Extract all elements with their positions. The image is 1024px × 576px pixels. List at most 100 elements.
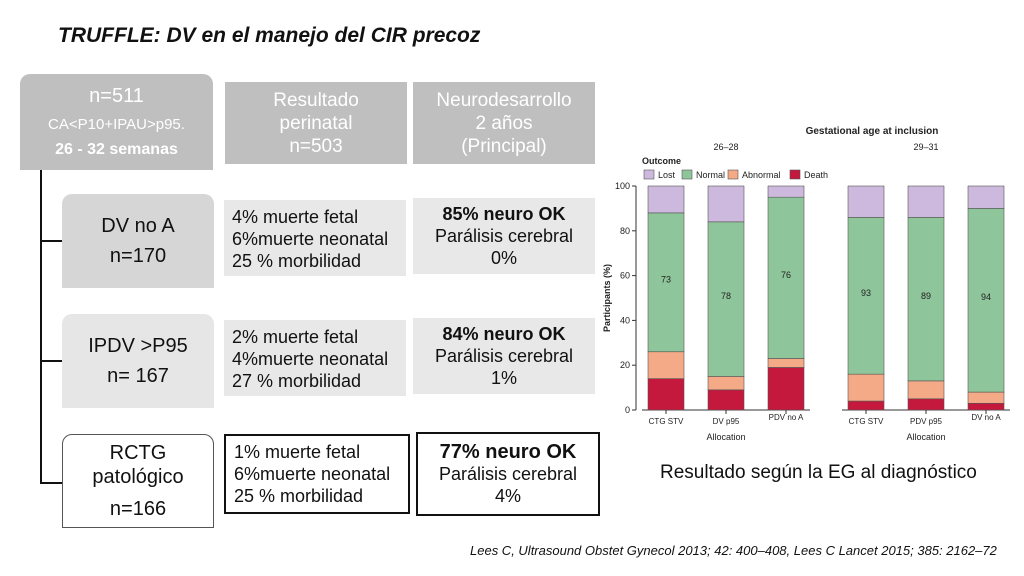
- y-tick-label: 60: [620, 271, 630, 281]
- tree-branch-3: [40, 482, 62, 484]
- y-tick-label: 80: [620, 226, 630, 236]
- header-perinatal-line3: n=503: [289, 135, 343, 157]
- bar-segment-lost: [967, 185, 1005, 209]
- header-perinatal: Resultado perinatal n=503: [225, 82, 407, 164]
- group-n: n=166: [109, 498, 167, 520]
- y-tick-label: 40: [620, 315, 630, 325]
- x-tick-label: DV no A: [971, 413, 1001, 422]
- group-n: n=170: [109, 245, 167, 267]
- header-perinatal-line2: perinatal: [279, 112, 353, 134]
- bar-segment-lost: [647, 185, 685, 214]
- cohort-criteria: CA<P10+IPAU>p95.: [48, 116, 185, 133]
- x-axis-label: Allocation: [706, 432, 745, 442]
- x-tick-label: CTG STV: [849, 417, 884, 426]
- bar-segment-abnormal: [967, 391, 1005, 404]
- bar-segment-normal: [967, 208, 1005, 393]
- normal-value-label: 93: [861, 288, 871, 298]
- header-neuro-line1: Neurodesarrollo: [436, 89, 572, 111]
- bar-segment-lost: [907, 185, 945, 218]
- panel-label: 26–28: [713, 142, 738, 152]
- group-name: IPDV >P95: [88, 335, 188, 357]
- bar-segment-death: [967, 402, 1005, 411]
- bar-segment-normal: [647, 212, 685, 353]
- normal-value-label: 94: [981, 292, 991, 302]
- perinatal-line: 6%muerte neonatal: [232, 229, 389, 249]
- perinatal-ipdv: 2% muerte fetal 4%muerte neonatal 27 % m…: [224, 320, 406, 396]
- bar-segment-death: [707, 389, 745, 411]
- chart-caption: Resultado según la EG al diagnóstico: [660, 462, 977, 483]
- perinatal-dv-no-a: 4% muerte fetal 6%muerte neonatal 25 % m…: [224, 200, 406, 276]
- chart-title: Gestational age at inclusion: [806, 126, 939, 137]
- perinatal-line: 25 % morbilidad: [234, 486, 364, 506]
- pc-label: Parálisis cerebral: [438, 464, 578, 484]
- tree-trunk: [40, 168, 42, 484]
- header-neuro-line2: 2 años: [475, 112, 533, 134]
- group-box-dv-no-a: DV no A n=170: [62, 194, 214, 288]
- bar-segment-abnormal: [767, 358, 805, 368]
- legend-swatch-death: [789, 169, 801, 180]
- cohort-box: n=511 CA<P10+IPAU>p95. 26 - 32 semanas: [20, 74, 213, 170]
- cohort-weeks: 26 - 32 semanas: [55, 141, 178, 158]
- legend-label-abnormal: Abnormal: [742, 170, 781, 180]
- neuro-ok: 84% neuro OK: [442, 324, 566, 344]
- legend-label-lost: Lost: [658, 170, 676, 180]
- x-tick-label: DV p95: [713, 417, 740, 426]
- group-name: patológico: [92, 466, 184, 488]
- bar-segment-death: [647, 378, 685, 411]
- y-tick-label: 0: [625, 405, 630, 415]
- x-tick-label: CTG STV: [649, 417, 684, 426]
- pc-value: 4%: [494, 486, 521, 506]
- neuro-ipdv: 84% neuro OK Parálisis cerebral 1%: [413, 318, 595, 394]
- bar-segment-normal: [907, 217, 945, 382]
- group-name: DV no A: [101, 215, 175, 237]
- reference: Lees C, Ultrasound Obstet Gynecol 2013; …: [470, 543, 997, 558]
- normal-value-label: 89: [921, 291, 931, 301]
- bar-segment-lost: [847, 185, 885, 218]
- bar-segment-normal: [767, 196, 805, 359]
- group-box-rctg: RCTG patológico n=166: [62, 434, 214, 528]
- legend-swatch-normal: [681, 169, 693, 180]
- normal-value-label: 76: [781, 270, 791, 280]
- normal-value-label: 78: [721, 291, 731, 301]
- legend-swatch-lost: [643, 169, 655, 180]
- neuro-ok: 77% neuro OK: [439, 441, 577, 463]
- legend-label-death: Death: [804, 170, 828, 180]
- y-tick-label: 20: [620, 360, 630, 370]
- group-box-ipdv: IPDV >P95 n= 167: [62, 314, 214, 408]
- perinatal-line: 27 % morbilidad: [232, 371, 362, 391]
- header-neuro: Neurodesarrollo 2 años (Principal): [413, 82, 595, 164]
- legend-label-normal: Normal: [696, 170, 725, 180]
- x-tick-label: PDV p95: [910, 417, 943, 426]
- tree-branch-1: [40, 240, 62, 242]
- legend-swatch-abnormal: [727, 169, 739, 180]
- neuro-dv-no-a: 85% neuro OK Parálisis cerebral 0%: [413, 198, 595, 274]
- pc-label: Parálisis cerebral: [434, 226, 574, 246]
- bar-segment-death: [847, 400, 885, 411]
- page-title: TRUFFLE: DV en el manejo del CIR precoz: [58, 24, 481, 47]
- tree-branch-2: [40, 360, 62, 362]
- perinatal-line: 4% muerte fetal: [232, 207, 359, 227]
- legend-title: Outcome: [642, 156, 681, 166]
- pc-label: Parálisis cerebral: [434, 346, 574, 366]
- header-perinatal-line1: Resultado: [273, 89, 359, 111]
- cohort-n: n=511: [89, 85, 144, 107]
- perinatal-line: 25 % morbilidad: [232, 251, 362, 271]
- perinatal-line: 1% muerte fetal: [234, 442, 361, 462]
- bar-segment-abnormal: [707, 376, 745, 391]
- bar-segment-lost: [767, 185, 805, 198]
- perinatal-line: 6%muerte neonatal: [234, 464, 391, 484]
- group-n: n= 167: [107, 365, 169, 387]
- pc-value: 1%: [490, 368, 517, 388]
- bar-segment-abnormal: [847, 373, 885, 402]
- bar-segment-normal: [707, 221, 745, 377]
- bar-segment-abnormal: [647, 351, 685, 379]
- perinatal-line: 4%muerte neonatal: [232, 349, 389, 369]
- bar-segment-death: [767, 367, 805, 411]
- perinatal-rctg: 1% muerte fetal 6%muerte neonatal 25 % m…: [224, 434, 410, 514]
- y-tick-label: 100: [615, 181, 630, 191]
- group-name: RCTG: [109, 442, 167, 464]
- bar-segment-death: [907, 398, 945, 411]
- stacked-bar-chart: Gestational age at inclusion 0 20 40 60 80 100…: [602, 126, 1010, 442]
- panel-label: 29–31: [913, 142, 938, 152]
- header-neuro-line3: (Principal): [461, 135, 547, 157]
